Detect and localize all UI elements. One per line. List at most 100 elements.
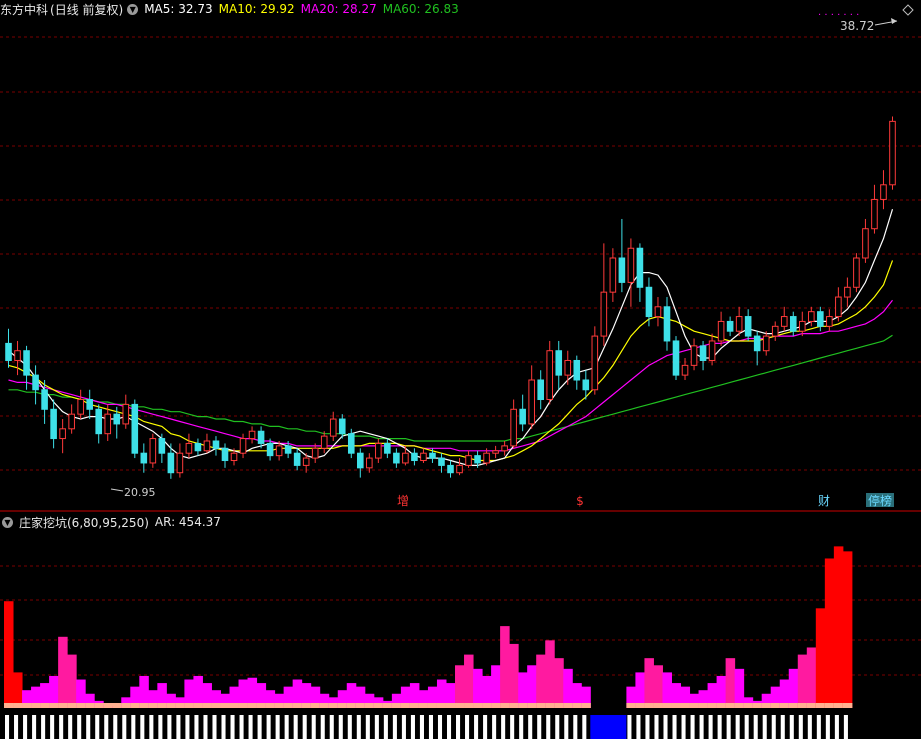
- candle-body: [564, 359, 572, 376]
- candle: [266, 438, 274, 461]
- candle-body: [537, 379, 544, 401]
- indicator-bar: [653, 665, 663, 708]
- indicator-bar: [319, 693, 330, 708]
- indicator-base: [373, 703, 384, 708]
- indicator-bar: [698, 690, 709, 708]
- candle: [627, 238, 635, 307]
- indicator-bar: [229, 686, 240, 708]
- candle-body: [474, 455, 481, 464]
- candle: [564, 350, 572, 385]
- stripe-tick: [645, 715, 650, 739]
- indicator-header: ▼ 庄家挖坑(6,80,95,250) AR: 454.37: [0, 513, 227, 531]
- event-marker[interactable]: 停榜: [868, 493, 892, 508]
- stripe-tick: [23, 715, 28, 739]
- candle-body: [230, 452, 238, 462]
- candle: [5, 328, 12, 368]
- candle: [32, 365, 39, 405]
- arrow-head-icon: [891, 18, 897, 24]
- candle: [176, 443, 184, 478]
- ma20-label: MA20: 28.27: [300, 2, 377, 16]
- candle: [375, 438, 382, 463]
- indicator-bar: [193, 675, 203, 708]
- indicator-base: [4, 703, 14, 708]
- stock-name[interactable]: 东方中科: [0, 2, 49, 17]
- stripe-tick: [347, 715, 352, 739]
- indicator-bar: [824, 558, 835, 708]
- candle-body: [591, 335, 599, 391]
- stripe-tick: [419, 715, 424, 739]
- stripe-tick: [68, 715, 73, 739]
- candle: [618, 218, 626, 293]
- dropdown-icon[interactable]: ▼: [2, 516, 13, 528]
- indicator-base: [67, 703, 77, 708]
- ma10-label: MA10: 29.92: [218, 2, 295, 16]
- indicator-bar: [806, 647, 817, 708]
- event-marker[interactable]: $: [576, 494, 584, 508]
- indicator-base: [698, 703, 709, 708]
- candle-body: [176, 452, 184, 474]
- stripe-tick: [744, 715, 749, 739]
- candle: [77, 389, 84, 420]
- candle-body: [329, 418, 337, 437]
- indicator-base: [824, 703, 835, 708]
- candle-body: [284, 445, 292, 454]
- indicator-base: [292, 703, 303, 708]
- indicator-bar: [202, 683, 212, 708]
- candle: [537, 370, 544, 410]
- candle: [744, 309, 752, 341]
- indicator-base: [572, 703, 582, 708]
- dropdown-icon[interactable]: ▼: [127, 3, 139, 15]
- candle-body: [311, 447, 319, 459]
- candle: [59, 419, 66, 454]
- stripe-tick: [699, 715, 704, 739]
- stripe-tick: [194, 715, 199, 739]
- indicator-bar: [22, 690, 32, 708]
- candle: [221, 443, 229, 468]
- stripe-tick: [167, 715, 172, 739]
- indicator-bar: [527, 665, 537, 708]
- candle-body: [212, 440, 220, 449]
- indicator-base: [355, 703, 366, 708]
- indicator-base: [238, 703, 249, 708]
- stripe-tick: [374, 715, 379, 739]
- diamond-icon[interactable]: [902, 4, 914, 16]
- stripe-tick: [446, 715, 452, 739]
- candle: [762, 331, 770, 356]
- candle-body: [149, 438, 157, 464]
- event-marker[interactable]: 增: [397, 494, 409, 508]
- stripe-tick: [519, 715, 524, 739]
- event-marker[interactable]: 财: [818, 494, 830, 508]
- stripe-tick: [230, 715, 235, 739]
- indicator-bar: [464, 654, 474, 708]
- candle-body: [50, 408, 57, 440]
- period-mode[interactable]: (日线 前复权): [50, 2, 124, 17]
- indicator-base: [247, 703, 258, 708]
- indicator-base: [400, 703, 411, 708]
- stripe-tick: [582, 715, 587, 739]
- candle-body: [798, 320, 806, 332]
- indicator-base: [94, 703, 104, 708]
- stripe-tick: [185, 715, 190, 739]
- candle-body: [347, 433, 355, 454]
- indicator-bar: [671, 683, 682, 708]
- indicator-name[interactable]: 庄家挖坑(6,80,95,250): [19, 515, 149, 530]
- indicator-base: [671, 703, 682, 708]
- candle: [230, 448, 238, 466]
- indicator-base: [482, 703, 492, 708]
- indicator-bar: [761, 693, 772, 708]
- candle: [248, 426, 256, 444]
- indicator-base: [509, 703, 519, 708]
- indicator-bar: [707, 683, 718, 708]
- stripe-tick: [672, 715, 677, 739]
- candle-body: [275, 445, 283, 457]
- candle-body: [14, 350, 21, 361]
- candle-body: [239, 438, 247, 454]
- stripe-tick: [302, 715, 307, 739]
- stripe-tick: [474, 715, 479, 739]
- candle: [654, 297, 662, 327]
- candle: [708, 333, 716, 366]
- candle: [789, 311, 797, 337]
- stripe-tick: [392, 715, 397, 739]
- stripe-tick: [789, 715, 794, 739]
